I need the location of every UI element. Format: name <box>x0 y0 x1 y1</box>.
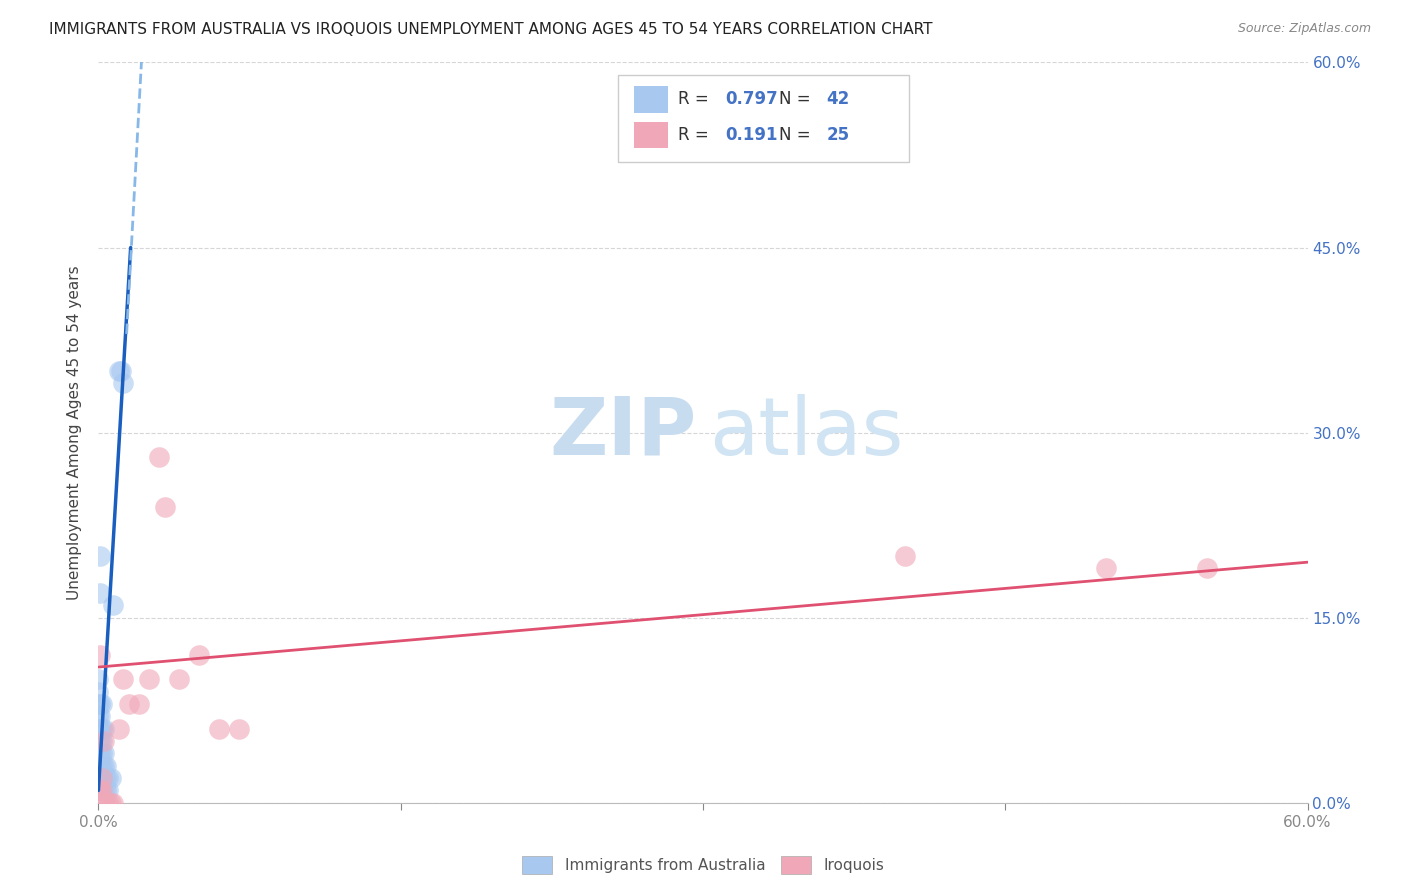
Text: N =: N = <box>779 126 815 144</box>
Text: 0.797: 0.797 <box>724 90 778 109</box>
Y-axis label: Unemployment Among Ages 45 to 54 years: Unemployment Among Ages 45 to 54 years <box>67 265 83 600</box>
Point <box>96 783 118 797</box>
Point <box>87 722 110 736</box>
Text: 42: 42 <box>827 90 849 109</box>
Text: Source: ZipAtlas.com: Source: ZipAtlas.com <box>1237 22 1371 36</box>
Point <box>89 697 111 711</box>
Point <box>89 747 111 761</box>
Point <box>87 685 110 699</box>
Point <box>89 783 111 797</box>
Point <box>101 599 124 613</box>
Point <box>153 500 176 514</box>
FancyBboxPatch shape <box>619 75 908 162</box>
Point <box>97 783 120 797</box>
Point <box>87 697 110 711</box>
Point <box>89 549 111 563</box>
Point <box>91 758 114 772</box>
Point <box>128 697 150 711</box>
Point <box>208 722 231 736</box>
Point <box>89 722 111 736</box>
Point <box>93 771 115 785</box>
Point <box>893 549 915 563</box>
Point <box>89 586 111 600</box>
Point <box>89 648 111 662</box>
Point <box>110 364 132 378</box>
Point <box>96 771 118 785</box>
Point <box>228 722 250 736</box>
Point <box>91 783 114 797</box>
Point <box>100 771 122 785</box>
Point <box>111 376 134 391</box>
Text: ZIP: ZIP <box>550 393 697 472</box>
Point <box>93 747 115 761</box>
Point <box>93 783 115 797</box>
Point <box>87 771 110 785</box>
Point <box>87 734 110 748</box>
Text: IMMIGRANTS FROM AUSTRALIA VS IROQUOIS UNEMPLOYMENT AMONG AGES 45 TO 54 YEARS COR: IMMIGRANTS FROM AUSTRALIA VS IROQUOIS UN… <box>49 22 932 37</box>
Point <box>89 783 111 797</box>
Text: atlas: atlas <box>709 393 904 472</box>
Point <box>101 796 124 810</box>
Point <box>97 796 120 810</box>
Point <box>93 758 115 772</box>
Text: R =: R = <box>678 90 714 109</box>
FancyBboxPatch shape <box>634 87 668 112</box>
Point <box>96 758 118 772</box>
Point <box>97 771 120 785</box>
Point <box>118 697 141 711</box>
Text: 25: 25 <box>827 126 849 144</box>
Point <box>111 673 134 687</box>
Point <box>91 697 114 711</box>
Point <box>138 673 160 687</box>
Point <box>91 783 114 797</box>
FancyBboxPatch shape <box>634 121 668 148</box>
Point <box>89 758 111 772</box>
Point <box>87 673 110 687</box>
Legend: Immigrants from Australia, Iroquois: Immigrants from Australia, Iroquois <box>516 850 890 880</box>
Point <box>93 722 115 736</box>
Point <box>89 709 111 723</box>
Point <box>107 722 129 736</box>
Point <box>87 747 110 761</box>
Point <box>1095 561 1118 575</box>
Point <box>87 758 110 772</box>
Text: R =: R = <box>678 126 714 144</box>
Point <box>107 364 129 378</box>
Point <box>87 783 110 797</box>
Point <box>89 771 111 785</box>
Point <box>188 648 211 662</box>
Text: 0.191: 0.191 <box>724 126 778 144</box>
Point <box>93 796 115 810</box>
Point <box>87 709 110 723</box>
Point <box>1195 561 1218 575</box>
Point <box>91 771 114 785</box>
Point <box>167 673 190 687</box>
Point <box>91 722 114 736</box>
Point <box>96 796 118 810</box>
Point <box>148 450 170 465</box>
Point <box>91 734 114 748</box>
Point <box>100 796 122 810</box>
Point <box>91 771 114 785</box>
Point <box>93 734 115 748</box>
Text: N =: N = <box>779 90 815 109</box>
Point <box>89 734 111 748</box>
Point <box>87 783 110 797</box>
Point <box>91 747 114 761</box>
